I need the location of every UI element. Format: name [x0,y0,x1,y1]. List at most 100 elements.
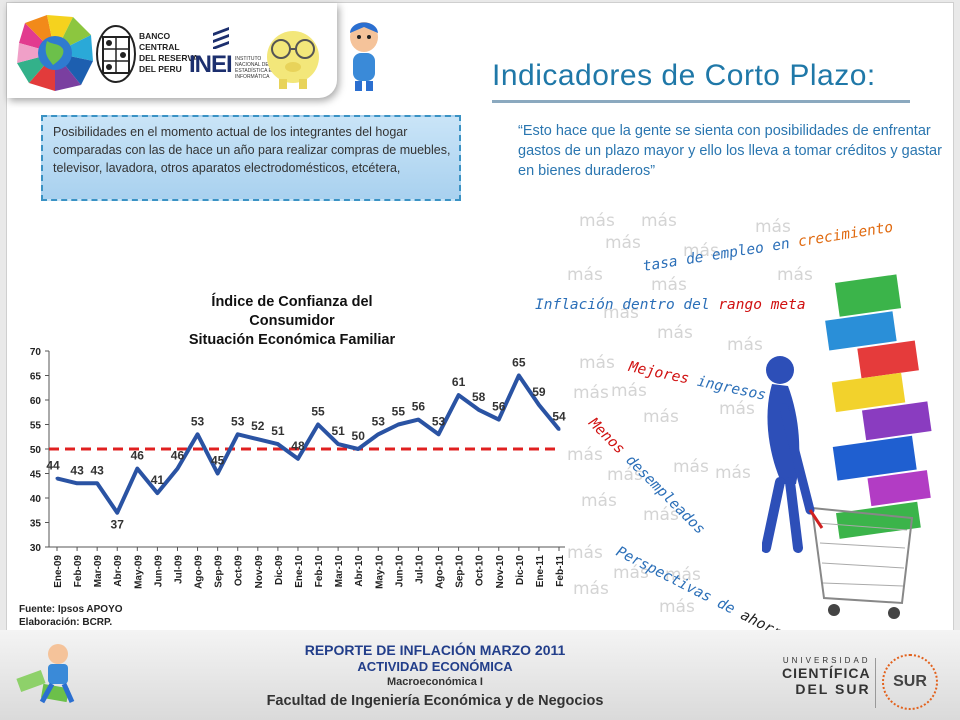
data-label: 51 [271,424,285,438]
data-point [236,432,240,436]
x-tick-label: Sep-10 [455,555,466,588]
x-tick-label: Nov-10 [495,555,506,589]
x-tick-label: Feb-10 [314,555,325,588]
data-label: 55 [311,405,325,419]
mas-word: más [567,543,603,563]
ucsur-line: DEL SUR [795,681,871,697]
x-tick-label: Feb-11 [555,555,566,587]
data-point [517,374,521,377]
y-tick-label: 55 [30,421,42,432]
data-label: 53 [372,414,386,428]
mas-word: más [579,353,615,373]
x-tick-label: Abr-09 [113,555,124,587]
phrase-income: Mejores ingresos [627,359,767,404]
data-label: 43 [70,463,84,477]
data-point [537,403,541,407]
data-label: 51 [331,424,345,438]
mas-word: más [777,265,813,285]
bcr-line: BANCO [139,31,171,41]
x-tick-label: Sep-09 [214,555,225,588]
cartoon-boy-icon [350,22,378,91]
title-underline [492,100,910,103]
data-point [557,427,561,431]
x-tick-label: Mar-10 [334,555,345,588]
mas-word: más [657,323,693,343]
inei-mark-icon [213,27,229,49]
x-tick-label: Dic-10 [515,555,526,585]
data-point [477,408,481,412]
mas-word: más [659,597,695,617]
data-label: 53 [231,414,245,428]
mas-word: más [607,465,643,485]
slide: BANCO CENTRAL DEL RESERVA DEL PERU INEI … [6,2,954,645]
x-tick-label: Jul-09 [173,555,184,584]
money-cartoon-icon [16,644,75,704]
x-tick-label: Nov-09 [254,555,265,589]
ucsur-logo-text: UNIVERSIDAD CIENTÍFICA DEL SUR [782,656,871,697]
ucsur-line: CIENTÍFICA [782,665,871,681]
data-point [416,418,420,422]
x-tick-label: Oct-09 [234,555,245,587]
inei-logo: INEI [189,51,233,78]
quote-text: “Esto hace que la gente se sienta con po… [518,123,942,179]
data-label: 65 [512,356,526,370]
phrase-inflation: Inflación dentro del rango meta [535,297,806,313]
mas-word: más [573,383,609,403]
data-point [155,491,159,495]
data-label: 46 [131,449,145,463]
data-point [175,467,179,471]
data-label: 56 [492,400,506,414]
x-tick-label: May-09 [133,555,144,589]
mas-word: más [641,211,677,231]
mas-word: más [727,335,763,355]
chart-subtitle: Situación Económica Familiar [188,332,396,348]
mas-word: más [755,217,791,237]
inei-logo-subtext: INSTITUTO NACIONAL DE ESTADÍSTICA E INFO… [235,56,272,80]
mas-word: más [643,505,679,525]
piggy-bank-icon [267,31,319,89]
data-label: 41 [151,473,165,487]
mas-word: más [719,399,755,419]
chart-source: Fuente: Ipsos APOYO [19,604,123,615]
y-tick-label: 45 [30,470,42,481]
x-tick-label: Jun-09 [153,555,164,588]
footer-course: Macroeconómica I [387,676,483,688]
mas-word: más [665,565,701,585]
inei-line: ESTADÍSTICA E [235,68,272,74]
phrase-highlight: rango meta [718,297,806,313]
x-tick-label: May-10 [374,555,385,589]
colorful-globe-logo [17,15,93,91]
description-box: Posibilidades en el momento actual de lo… [41,115,461,201]
data-label: 53 [191,414,205,428]
ucsur-seal-text: SUR [893,673,927,690]
mas-word: más [567,265,603,285]
chart-title: Índice de Confianza del Consumidor [211,294,373,329]
data-point [296,457,300,461]
phrase-highlight: crecimiento [796,219,895,251]
chart-title-block: Índice de Confianza del Consumidor Situa… [167,293,417,350]
data-point [437,432,441,436]
data-label: 58 [472,390,486,404]
data-point [75,481,79,485]
mas-word: más [567,445,603,465]
page-title: Indicadores de Corto Plazo: [492,59,876,92]
data-point [396,423,400,426]
mas-word: más [683,241,719,261]
data-label: 43 [90,463,104,477]
footer-faculty: Facultad de Ingeniería Económica y de Ne… [266,693,604,709]
data-label: 37 [111,518,125,532]
mas-word: más [611,381,647,401]
data-point [497,418,501,422]
x-tick-label: Abr-10 [354,555,365,587]
data-point [316,423,320,426]
x-tick-label: Ago-10 [435,555,446,589]
bcr-line: CENTRAL [139,42,180,52]
data-point [356,447,360,451]
line-chart: 30 35 40 45 50 55 60 65 70 44 43 43 37 46 41 46 53 45 53 52… [30,347,566,589]
bcr-line: DEL PERU [139,64,182,74]
x-tick-label: Oct-10 [475,555,486,587]
data-label: 48 [291,439,305,453]
y-tick-label: 60 [30,396,42,407]
data-point [256,437,260,441]
data-label: 55 [392,405,406,419]
